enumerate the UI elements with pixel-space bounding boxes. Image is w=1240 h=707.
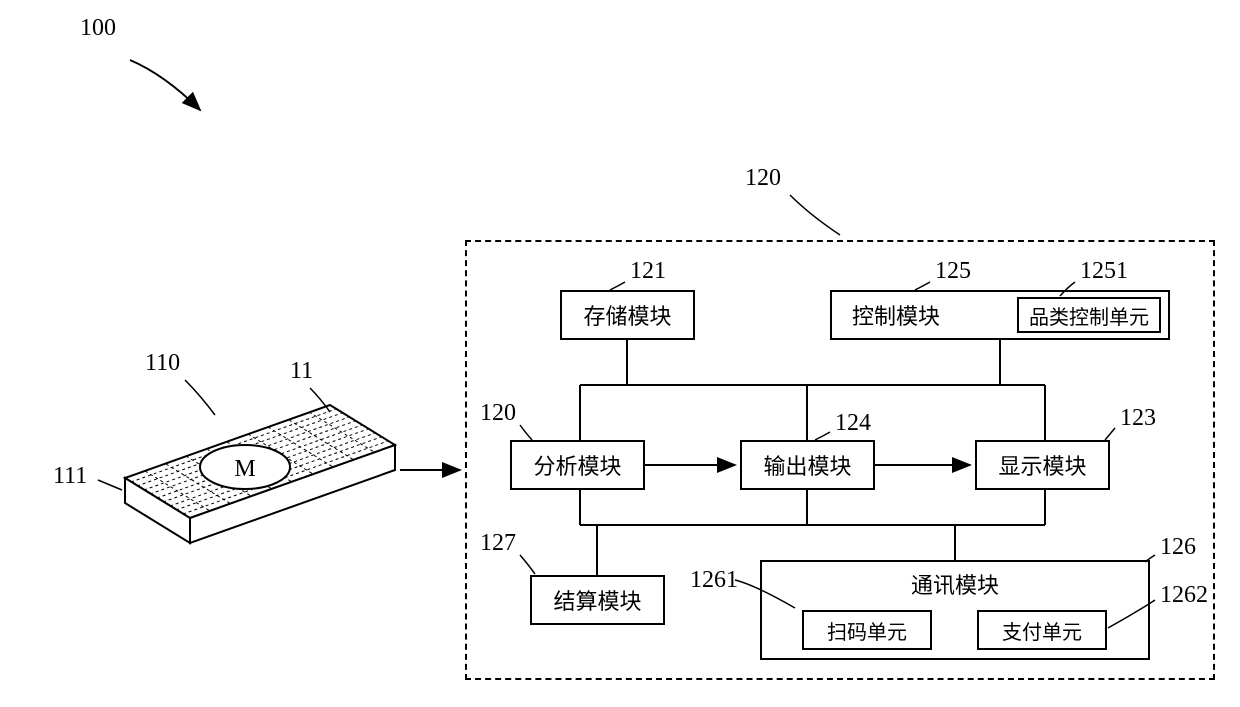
- output-label: 输出模块: [763, 449, 851, 481]
- control-module: 控制模块 品类控制单元: [830, 290, 1170, 340]
- control-sub-label: 品类控制单元: [1029, 301, 1149, 330]
- ref-110: 110: [145, 350, 180, 377]
- settlement-label: 结算模块: [553, 584, 641, 616]
- display-module: 显示模块: [975, 440, 1110, 490]
- comm-sub2-label: 支付单元: [1002, 616, 1082, 645]
- comm-sub1-label: 扫码单元: [827, 616, 907, 645]
- comm-module: 通讯模块 扫码单元 支付单元: [760, 560, 1150, 660]
- analysis-module: 分析模块: [510, 440, 645, 490]
- comm-label: 通讯模块: [911, 568, 999, 600]
- settlement-module: 结算模块: [530, 575, 665, 625]
- comm-sub1-unit: 扫码单元: [802, 610, 932, 650]
- control-label: 控制模块: [852, 299, 940, 331]
- analysis-label: 分析模块: [533, 449, 621, 481]
- platform-letter: M: [234, 456, 255, 482]
- ref-120-main: 120: [745, 165, 781, 192]
- output-module: 输出模块: [740, 440, 875, 490]
- ref-111: 111: [53, 463, 87, 490]
- storage-module: 存储模块: [560, 290, 695, 340]
- control-sub-unit: 品类控制单元: [1017, 297, 1161, 333]
- storage-label: 存储模块: [583, 299, 671, 331]
- ref-100: 100: [80, 15, 116, 42]
- ref-11: 11: [290, 358, 313, 385]
- platform-drawing: M: [125, 405, 395, 543]
- comm-sub2-unit: 支付单元: [977, 610, 1107, 650]
- display-label: 显示模块: [998, 449, 1086, 481]
